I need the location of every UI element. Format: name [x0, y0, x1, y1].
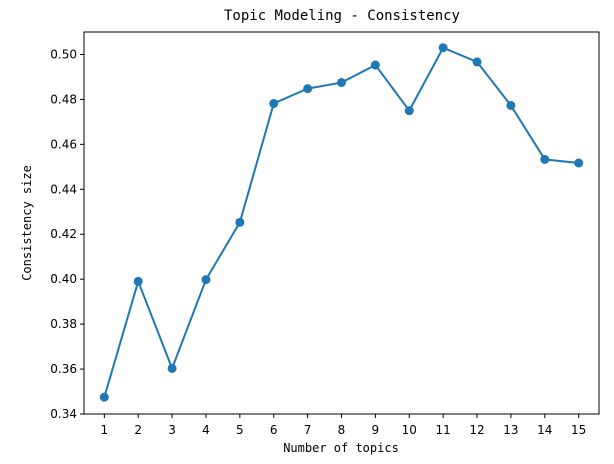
- data-point: [438, 43, 448, 53]
- x-tick-label: 11: [436, 423, 451, 437]
- y-tick-label: 0.36: [50, 362, 77, 376]
- x-tick-label: 4: [202, 423, 210, 437]
- data-point: [269, 98, 279, 108]
- x-tick-label: 5: [236, 423, 244, 437]
- data-point: [404, 106, 414, 116]
- y-tick-label: 0.38: [50, 317, 77, 331]
- y-tick-label: 0.34: [50, 407, 77, 421]
- x-tick-label: 9: [372, 423, 380, 437]
- y-tick-label: 0.40: [50, 272, 77, 286]
- data-point: [337, 78, 346, 88]
- x-tick-label: 8: [338, 423, 346, 437]
- y-tick-label: 0.50: [50, 47, 77, 61]
- data-point: [506, 100, 516, 110]
- data-point: [235, 217, 245, 227]
- data-point: [370, 60, 380, 70]
- data-point: [133, 276, 143, 286]
- data-point: [201, 275, 211, 285]
- chart-title: Topic Modeling - Consistency: [224, 8, 460, 24]
- y-tick-label: 0.42: [50, 227, 77, 241]
- x-tick-label: 2: [134, 423, 142, 437]
- x-tick-label: 7: [304, 423, 312, 437]
- y-tick-label: 0.46: [50, 137, 77, 151]
- data-point: [167, 363, 177, 373]
- y-axis-label: Consistency size: [20, 165, 34, 281]
- data-point: [540, 154, 550, 164]
- data-point: [472, 57, 482, 67]
- x-tick-label: 3: [168, 423, 176, 437]
- x-tick-label: 13: [503, 423, 518, 437]
- x-tick-label: 6: [270, 423, 278, 437]
- series-markers: [99, 43, 584, 402]
- x-axis-label: Number of topics: [283, 441, 399, 455]
- x-axis: 1 2 3 4 5 6 7 8 9 10 11 12 13 14 15: [101, 414, 586, 437]
- x-tick-label: 10: [402, 423, 417, 437]
- data-point: [99, 392, 109, 402]
- x-tick-label: 1: [101, 423, 109, 437]
- y-tick-label: 0.48: [50, 92, 77, 106]
- x-tick-label: 12: [469, 423, 484, 437]
- plot-frame: [83, 31, 600, 415]
- series-line: [103, 46, 579, 398]
- data-point: [574, 158, 584, 168]
- x-tick-label: 14: [537, 423, 552, 437]
- y-axis: 0.34 0.36 0.38 0.40 0.42 0.44 0.46 0.48 0.50: [50, 47, 84, 421]
- x-tick-label: 15: [571, 423, 586, 437]
- data-point: [303, 84, 313, 94]
- y-tick-label: 0.44: [50, 182, 77, 196]
